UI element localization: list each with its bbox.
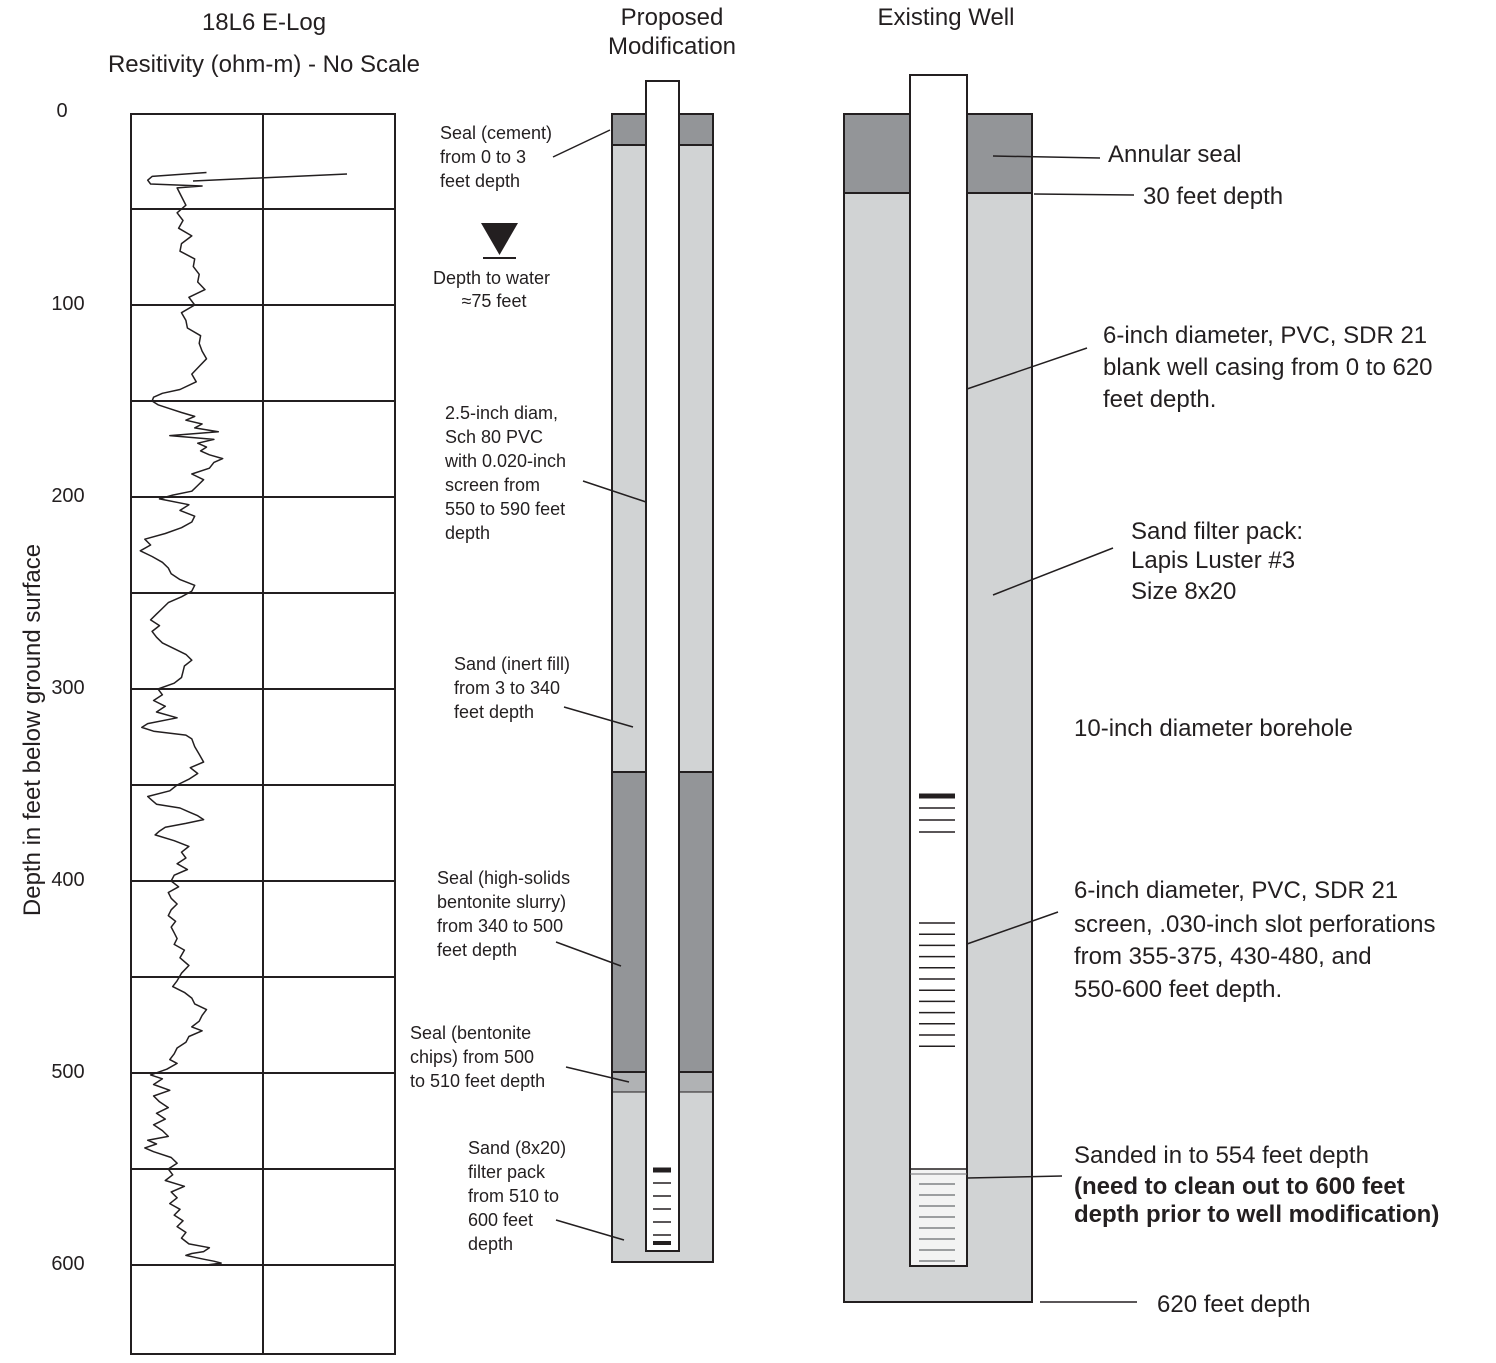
label-filter-pack-existing: Sand filter pack: Lapis Luster #3 Size 8… [1131,518,1310,605]
existing-perforations-lower [919,1183,955,1262]
leader-screen [966,911,1059,945]
proposed-title-line2: Modification [608,33,736,60]
proposed-column [611,80,714,1263]
label-casing: 6-inch diameter, PVC, SDR 21 blank well … [1103,322,1439,413]
label-bottom-depth: 620 feet depth [1157,1291,1310,1318]
leader-annular-seal [992,155,1101,159]
leader-filter-pack [555,1219,625,1241]
leader-inert-fill [563,706,634,728]
elog-depth-ticks: 0 100 200 300 400 500 600 [51,100,84,1275]
label-seal-depth: 30 feet depth [1143,183,1283,210]
label-slurry-seal: Seal (high-solids bentonite slurry) from… [437,868,575,960]
elog-tick-300: 300 [51,677,84,699]
label-cement-seal: Seal (cement) from 0 to 3 feet depth [440,123,557,191]
label-pipe: 2.5-inch diam, Sch 80 PVC with 0.020-inc… [444,403,571,543]
elog-tick-0: 0 [56,100,67,122]
proposed-title-line1: Proposed [621,4,724,31]
leader-slurry-seal [555,941,622,967]
elog-y-axis-label: Depth in feet below ground surface [19,544,46,916]
label-sanded: Sanded in to 554 feet depth [1074,1142,1369,1169]
label-borehole: 10-inch diameter borehole [1074,715,1353,742]
proposed-screen-slots [653,1167,671,1245]
existing-column [843,74,1033,1303]
leader-casing [966,347,1088,390]
proposed-pipe [645,80,680,1252]
leader-sanded [966,1175,1063,1179]
label-water-depth: Depth to water ≈75 feet [433,268,555,311]
elog-spike [192,173,348,182]
elog-tick-400: 400 [51,869,84,891]
leader-filter-pack-existing [992,547,1114,596]
elog-tick-100: 100 [51,293,84,315]
label-inert-fill: Sand (inert fill) from 3 to 340 feet dep… [454,654,575,722]
proposed-panel: Proposed Modification [410,4,736,1263]
elog-subtitle: Resitivity (ohm-m) - No Scale [108,51,420,78]
elog-grid [130,113,396,1355]
elog-tick-600: 600 [51,1253,84,1275]
label-clean-out: (need to clean out to 600 feet depth pri… [1074,1173,1439,1228]
label-filter-pack: Sand (8x20) filter pack from 510 to 600 … [468,1138,571,1254]
existing-panel: Existing Well Annular seal 30 [843,4,1442,1318]
leader-chips-seal [565,1066,630,1083]
elog-trace [139,171,224,1266]
label-chips-seal: Seal (bentonite chips) from 500 to 510 f… [410,1023,545,1091]
label-screen: 6-inch diameter, PVC, SDR 21 screen, .03… [1074,877,1442,1003]
elog-panel: 18L6 E-Log Resitivity (ohm-m) - No Scale… [19,9,420,1355]
water-level-icon [481,223,518,259]
existing-perforations-upper [919,793,955,833]
elog-tick-200: 200 [51,485,84,507]
leader-cement-seal [552,129,611,158]
elog-tick-500: 500 [51,1061,84,1083]
existing-casing [909,74,968,1267]
leader-pipe [582,480,647,503]
label-annular-seal: Annular seal [1108,141,1241,168]
existing-title: Existing Well [878,4,1015,31]
existing-perforations-middle [919,922,955,1047]
elog-title: 18L6 E-Log [202,9,326,36]
leader-seal-depth [1033,193,1135,196]
